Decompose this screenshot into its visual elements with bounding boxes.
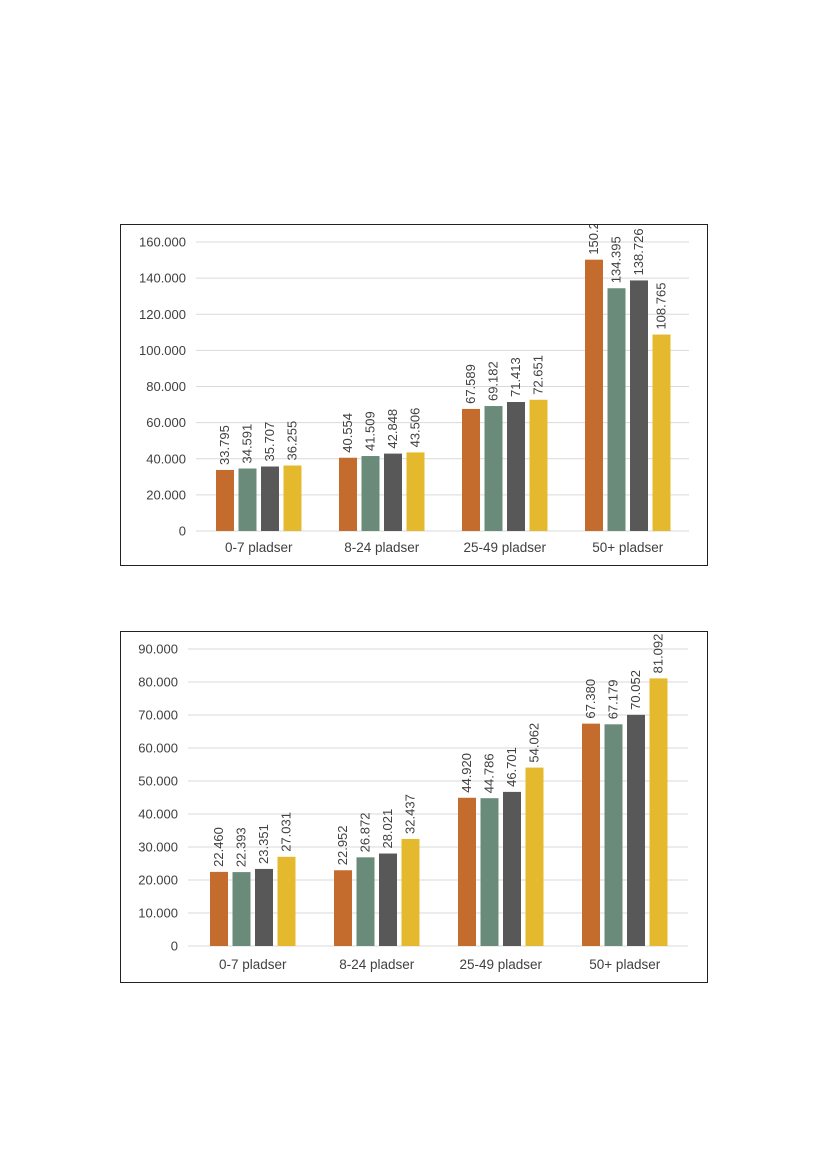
y-tick-label: 60.000 <box>146 415 186 430</box>
bar <box>401 838 420 946</box>
data-label: 23.351 <box>256 824 271 864</box>
x-category-label: 8-24 pladser <box>344 540 420 555</box>
bar <box>484 406 503 531</box>
bar <box>607 288 626 531</box>
y-tick-label: 30.000 <box>138 840 178 855</box>
data-label: 54.062 <box>527 723 542 763</box>
x-category-label: 0-7 pladser <box>225 540 293 555</box>
data-label: 108.765 <box>654 283 669 330</box>
bar <box>582 723 600 946</box>
chart-1: 0 20.000 40.000 60.000 80.000 100.000 120.000 1… <box>120 224 708 566</box>
chart-2-svg: 0 10.000 20.000 30.000 40.000 50.000 60.000 70.… <box>138 634 688 972</box>
y-tick-label: 50.000 <box>138 774 178 789</box>
bar <box>480 798 499 946</box>
bar <box>627 714 645 946</box>
data-label: 138.726 <box>631 228 646 275</box>
y-tick-label: 20.000 <box>146 487 186 502</box>
y-tick-label: 40.000 <box>146 451 186 466</box>
bar <box>216 469 234 531</box>
data-label: 41.509 <box>363 411 378 451</box>
y-tick-label: 0 <box>171 939 178 954</box>
bar <box>503 791 521 946</box>
x-category-label: 50+ pladser <box>592 540 663 555</box>
bar <box>210 871 228 946</box>
bar <box>283 465 302 531</box>
data-label: 67.589 <box>463 364 478 404</box>
data-label: 70.052 <box>628 670 643 710</box>
data-label: 81.092 <box>651 634 666 674</box>
data-label: 27.031 <box>279 812 294 852</box>
data-label: 44.786 <box>482 753 497 793</box>
bar <box>277 856 296 946</box>
bar <box>384 453 402 531</box>
data-label: 67.179 <box>606 680 621 720</box>
y-tick-label: 70.000 <box>138 708 178 723</box>
data-label: 150.210 <box>586 225 601 255</box>
chart-1-svg: 0 20.000 40.000 60.000 80.000 100.000 120.000 1… <box>139 225 689 555</box>
x-category-label: 50+ pladser <box>589 957 660 972</box>
bar <box>529 399 548 531</box>
data-label: 44.920 <box>459 753 474 793</box>
data-label: 40.554 <box>340 413 355 453</box>
data-label: 71.413 <box>508 357 523 397</box>
x-category-label: 8-24 pladser <box>339 957 415 972</box>
chart-2: 0 10.000 20.000 30.000 40.000 50.000 60.000 70.… <box>120 631 708 983</box>
y-tick-label: 140.000 <box>139 271 186 286</box>
x-category-label: 0-7 pladser <box>219 957 287 972</box>
y-tick-label: 80.000 <box>146 379 186 394</box>
data-label: 42.848 <box>385 409 400 449</box>
bar <box>255 868 273 946</box>
data-label: 67.380 <box>583 679 598 719</box>
data-label: 35.707 <box>262 422 277 462</box>
bar <box>406 452 425 531</box>
data-label: 134.395 <box>609 236 624 283</box>
bar <box>507 402 525 531</box>
y-tick-label: 80.000 <box>138 675 178 690</box>
bar <box>604 724 623 946</box>
bar <box>261 466 279 531</box>
y-tick-label: 10.000 <box>138 906 178 921</box>
bar <box>334 870 352 946</box>
data-label: 72.651 <box>531 355 546 395</box>
data-label: 22.952 <box>335 825 350 865</box>
data-label: 69.182 <box>486 361 501 401</box>
bar <box>458 797 476 946</box>
x-category-label: 25-49 pladser <box>463 540 546 555</box>
bar <box>238 468 257 531</box>
x-category-label: 25-49 pladser <box>459 957 542 972</box>
y-tick-label: 90.000 <box>138 642 178 657</box>
data-label: 43.506 <box>408 408 423 448</box>
bar <box>649 678 668 946</box>
data-label: 34.591 <box>240 424 255 464</box>
y-tick-label: 60.000 <box>138 741 178 756</box>
bar <box>462 408 480 531</box>
y-tick-label: 20.000 <box>138 873 178 888</box>
data-label: 36.255 <box>285 421 300 461</box>
bar <box>379 853 397 946</box>
bar <box>232 872 251 946</box>
data-label: 22.393 <box>234 827 249 867</box>
bar <box>652 334 671 531</box>
data-label: 22.460 <box>211 827 226 867</box>
bar <box>585 259 603 531</box>
y-tick-label: 40.000 <box>138 807 178 822</box>
data-label: 26.872 <box>358 813 373 853</box>
y-tick-label: 0 <box>179 524 186 539</box>
data-label: 46.701 <box>504 747 519 787</box>
bar <box>339 457 357 531</box>
y-tick-label: 120.000 <box>139 307 186 322</box>
y-tick-label: 160.000 <box>139 235 186 250</box>
data-label: 32.437 <box>403 794 418 834</box>
data-label: 28.021 <box>380 809 395 849</box>
bar <box>630 280 648 531</box>
bar <box>525 767 544 946</box>
bar <box>361 456 380 531</box>
bar <box>356 857 375 946</box>
data-label: 33.795 <box>217 425 232 465</box>
y-tick-label: 100.000 <box>139 343 186 358</box>
